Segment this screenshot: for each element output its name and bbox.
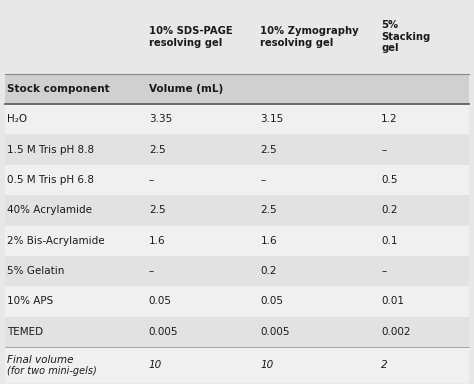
- Text: 10% Zymography
resolving gel: 10% Zymography resolving gel: [260, 26, 359, 48]
- Text: 5%
Stacking
gel: 5% Stacking gel: [381, 20, 430, 53]
- Text: 0.5 M Tris pH 6.8: 0.5 M Tris pH 6.8: [7, 175, 94, 185]
- FancyBboxPatch shape: [376, 134, 469, 165]
- Text: 3.15: 3.15: [260, 114, 283, 124]
- Text: 2.5: 2.5: [149, 145, 165, 155]
- FancyBboxPatch shape: [5, 165, 144, 195]
- FancyBboxPatch shape: [376, 0, 469, 74]
- FancyBboxPatch shape: [5, 347, 144, 384]
- Text: 0.5: 0.5: [381, 175, 398, 185]
- Text: Volume (mL): Volume (mL): [149, 84, 223, 94]
- Text: 0.01: 0.01: [381, 296, 404, 306]
- Text: 1.6: 1.6: [260, 236, 277, 246]
- FancyBboxPatch shape: [144, 165, 255, 195]
- Text: 0.002: 0.002: [381, 327, 410, 337]
- FancyBboxPatch shape: [144, 316, 255, 347]
- Text: 5% Gelatin: 5% Gelatin: [7, 266, 64, 276]
- FancyBboxPatch shape: [255, 195, 376, 225]
- Text: –: –: [149, 175, 154, 185]
- FancyBboxPatch shape: [144, 195, 255, 225]
- FancyBboxPatch shape: [5, 195, 144, 225]
- FancyBboxPatch shape: [5, 104, 144, 134]
- Text: –: –: [381, 145, 386, 155]
- FancyBboxPatch shape: [5, 286, 144, 316]
- FancyBboxPatch shape: [255, 286, 376, 316]
- FancyBboxPatch shape: [144, 256, 255, 286]
- Text: 0.1: 0.1: [381, 236, 398, 246]
- Text: 1.2: 1.2: [381, 114, 398, 124]
- FancyBboxPatch shape: [5, 225, 144, 256]
- FancyBboxPatch shape: [255, 134, 376, 165]
- FancyBboxPatch shape: [144, 104, 255, 134]
- FancyBboxPatch shape: [376, 165, 469, 195]
- Text: (for two mini-gels): (for two mini-gels): [7, 366, 97, 376]
- FancyBboxPatch shape: [376, 74, 469, 104]
- FancyBboxPatch shape: [255, 74, 376, 104]
- Text: 10: 10: [149, 361, 162, 371]
- FancyBboxPatch shape: [5, 134, 144, 165]
- FancyBboxPatch shape: [376, 286, 469, 316]
- Text: H₂O: H₂O: [7, 114, 27, 124]
- FancyBboxPatch shape: [255, 104, 376, 134]
- FancyBboxPatch shape: [255, 256, 376, 286]
- Text: 0.05: 0.05: [149, 296, 172, 306]
- Text: 2.5: 2.5: [260, 205, 277, 215]
- Text: 0.2: 0.2: [381, 205, 398, 215]
- Text: 0.005: 0.005: [149, 327, 178, 337]
- FancyBboxPatch shape: [376, 104, 469, 134]
- FancyBboxPatch shape: [376, 347, 469, 384]
- FancyBboxPatch shape: [376, 316, 469, 347]
- Text: 2% Bis-Acrylamide: 2% Bis-Acrylamide: [7, 236, 105, 246]
- FancyBboxPatch shape: [5, 316, 144, 347]
- FancyBboxPatch shape: [376, 195, 469, 225]
- Text: –: –: [381, 266, 386, 276]
- Text: 1.5 M Tris pH 8.8: 1.5 M Tris pH 8.8: [7, 145, 94, 155]
- FancyBboxPatch shape: [255, 225, 376, 256]
- Text: 3.35: 3.35: [149, 114, 172, 124]
- Text: 1.6: 1.6: [149, 236, 165, 246]
- Text: 2: 2: [381, 361, 388, 371]
- Text: Final volume: Final volume: [7, 355, 73, 365]
- FancyBboxPatch shape: [376, 225, 469, 256]
- FancyBboxPatch shape: [5, 0, 144, 74]
- Text: 10% APS: 10% APS: [7, 296, 54, 306]
- Text: 0.005: 0.005: [260, 327, 290, 337]
- FancyBboxPatch shape: [144, 286, 255, 316]
- Text: TEMED: TEMED: [7, 327, 43, 337]
- FancyBboxPatch shape: [255, 347, 376, 384]
- FancyBboxPatch shape: [255, 165, 376, 195]
- Text: Stock component: Stock component: [7, 84, 110, 94]
- FancyBboxPatch shape: [5, 256, 144, 286]
- FancyBboxPatch shape: [144, 74, 255, 104]
- FancyBboxPatch shape: [376, 256, 469, 286]
- Text: 10: 10: [260, 361, 273, 371]
- Text: 40% Acrylamide: 40% Acrylamide: [7, 205, 92, 215]
- FancyBboxPatch shape: [144, 347, 255, 384]
- FancyBboxPatch shape: [144, 225, 255, 256]
- Text: 0.2: 0.2: [260, 266, 277, 276]
- Text: 2.5: 2.5: [149, 205, 165, 215]
- FancyBboxPatch shape: [5, 74, 144, 104]
- FancyBboxPatch shape: [144, 134, 255, 165]
- Text: 2.5: 2.5: [260, 145, 277, 155]
- Text: –: –: [149, 266, 154, 276]
- FancyBboxPatch shape: [255, 316, 376, 347]
- Text: –: –: [260, 175, 265, 185]
- Text: 10% SDS-PAGE
resolving gel: 10% SDS-PAGE resolving gel: [149, 26, 232, 48]
- FancyBboxPatch shape: [144, 0, 255, 74]
- FancyBboxPatch shape: [255, 0, 376, 74]
- Text: 0.05: 0.05: [260, 296, 283, 306]
